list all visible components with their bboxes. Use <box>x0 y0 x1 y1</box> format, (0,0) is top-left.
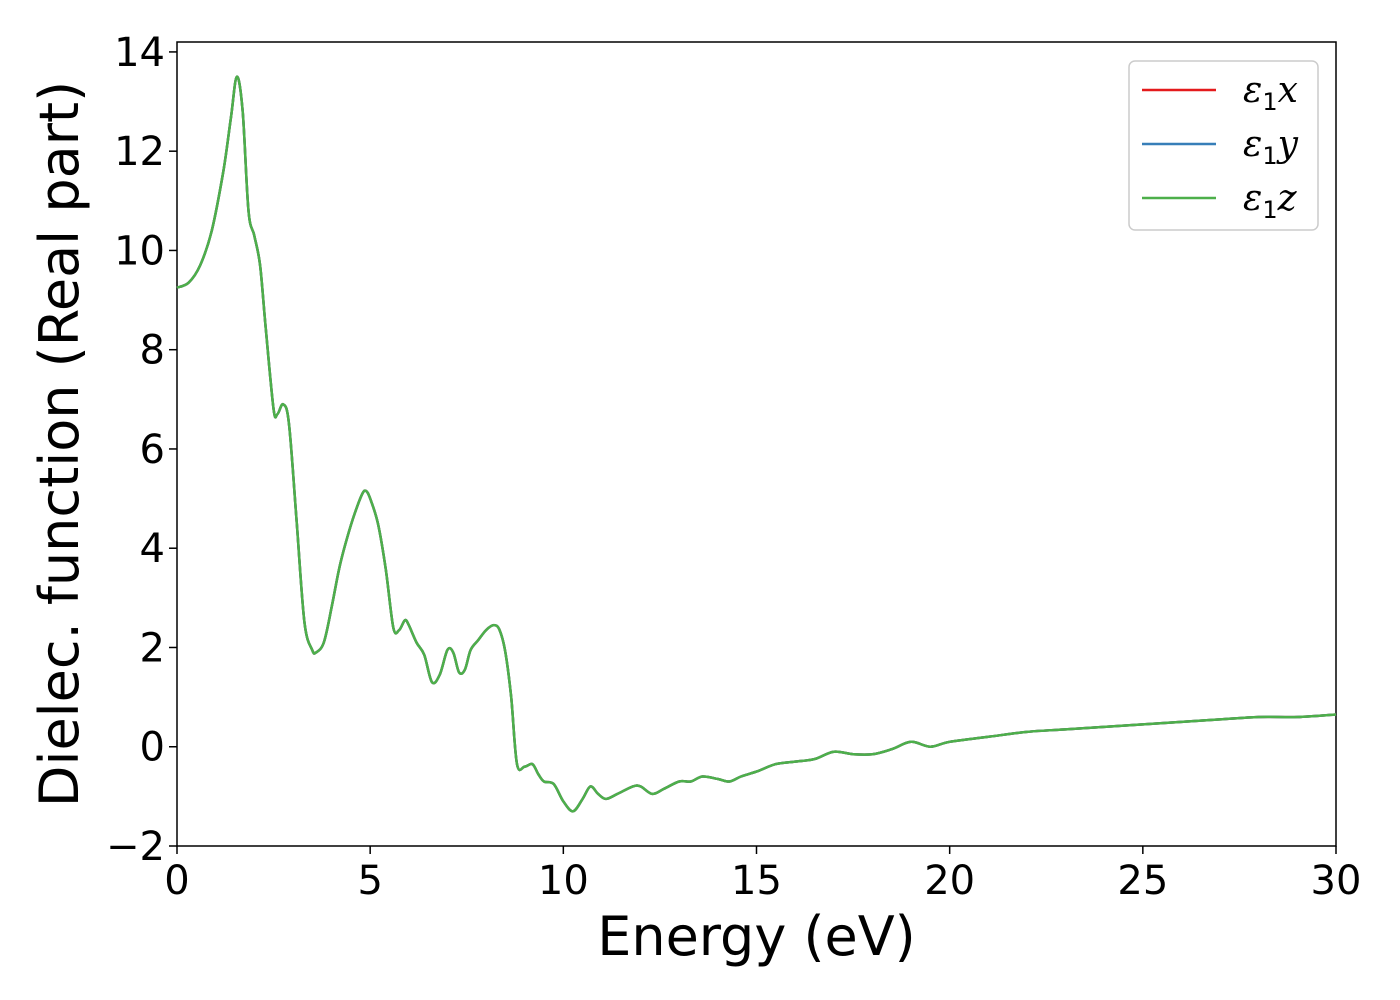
y-axis-title: Dielec. function (Real part) <box>28 81 91 807</box>
y-axis: −2 0 2 4 6 8 10 12 14 <box>106 30 177 870</box>
y-tick-label: 8 <box>140 328 165 374</box>
y-tick-label: 4 <box>140 526 165 572</box>
y-tick-label: 14 <box>114 30 165 76</box>
legend-box <box>1128 60 1319 231</box>
y-tick-label: −2 <box>106 824 165 870</box>
x-tick-label: 20 <box>924 858 975 904</box>
x-tick-label: 25 <box>1117 858 1168 904</box>
series-line-z <box>176 75 1337 813</box>
y-tick-label: 6 <box>140 427 165 473</box>
x-tick-label: 0 <box>164 858 189 904</box>
series-lines <box>176 75 1337 813</box>
x-axis: 0 5 10 15 20 25 30 <box>164 846 1361 904</box>
legend: ε1x ε1y ε1z <box>1128 60 1319 231</box>
legend-label-y: ε1y <box>1243 124 1299 170</box>
x-axis-title: Energy (eV) <box>597 905 916 968</box>
x-tick-label: 5 <box>357 858 382 904</box>
y-tick-label: 0 <box>140 725 165 771</box>
y-tick-label: 12 <box>114 129 165 175</box>
legend-label-z: ε1z <box>1243 178 1298 224</box>
x-tick-label: 15 <box>731 858 782 904</box>
y-tick-label: 2 <box>140 625 165 671</box>
x-tick-label: 10 <box>538 858 589 904</box>
x-tick-label: 30 <box>1311 858 1362 904</box>
legend-label-x: ε1x <box>1243 70 1298 116</box>
y-tick-label: 10 <box>114 228 165 274</box>
